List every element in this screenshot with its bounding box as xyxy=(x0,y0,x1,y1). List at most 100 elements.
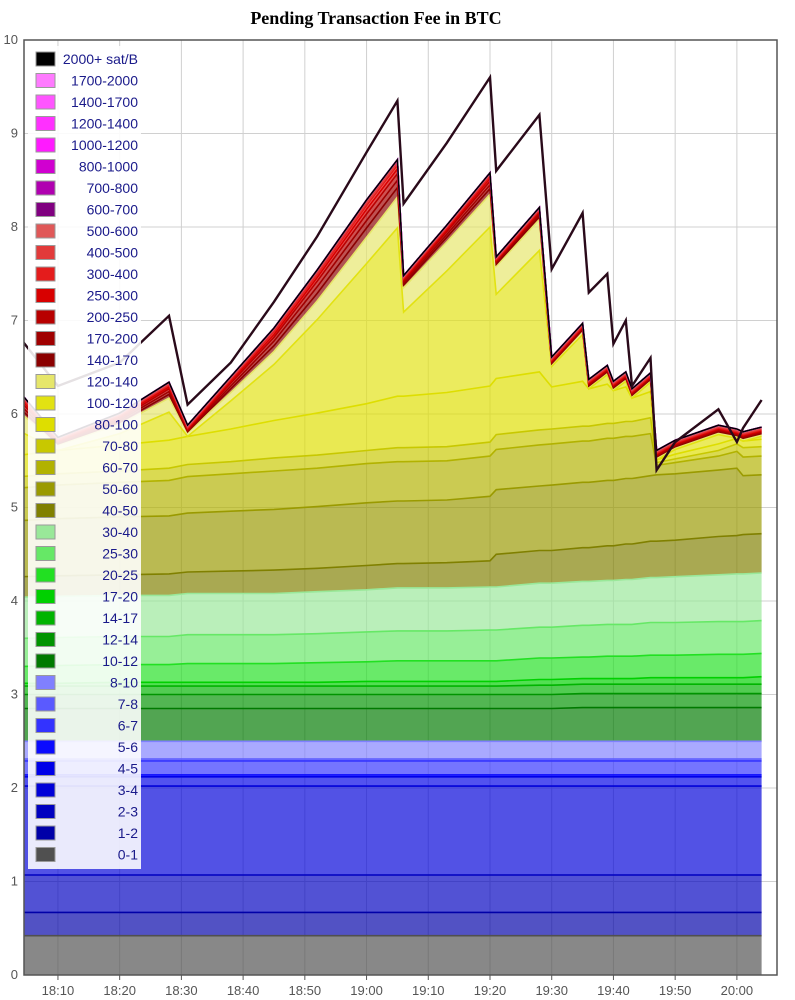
legend-swatch[interactable] xyxy=(35,847,56,862)
x-tick-label: 18:10 xyxy=(42,983,75,998)
legend-label[interactable]: 250-300 xyxy=(87,288,139,304)
legend-swatch[interactable] xyxy=(35,417,56,432)
legend-swatch[interactable] xyxy=(35,51,56,67)
legend-swatch[interactable] xyxy=(35,94,56,110)
line-25-30 xyxy=(24,619,762,640)
legend-swatch[interactable] xyxy=(35,503,56,518)
area-6-7 xyxy=(24,760,762,775)
legend-label[interactable]: 300-400 xyxy=(87,266,139,282)
y-tick-label: 4 xyxy=(11,593,18,608)
legend-swatch[interactable] xyxy=(35,675,56,690)
legend-swatch[interactable] xyxy=(35,653,56,669)
legend-label[interactable]: 25-30 xyxy=(102,546,138,562)
legend-label[interactable]: 200-250 xyxy=(87,309,139,325)
legend-label[interactable]: 12-14 xyxy=(102,632,138,648)
legend-swatch[interactable] xyxy=(35,202,56,217)
line-40-50 xyxy=(24,532,762,578)
legend-label[interactable]: 30-40 xyxy=(102,524,138,540)
legend-label[interactable]: 20-25 xyxy=(102,567,138,583)
legend-label[interactable]: 500-600 xyxy=(87,223,139,239)
legend-swatch[interactable] xyxy=(35,116,56,131)
legend-label[interactable]: 1200-1400 xyxy=(71,116,138,132)
line-17-20 xyxy=(24,675,762,685)
legend-swatch[interactable] xyxy=(35,159,56,174)
chart-title: Pending Transaction Fee in BTC xyxy=(250,8,502,28)
line-20-25 xyxy=(24,652,762,668)
legend-swatch[interactable] xyxy=(35,374,56,389)
legend-swatch[interactable] xyxy=(35,73,56,88)
legend-label[interactable]: 1400-1700 xyxy=(71,94,138,110)
legend-swatch[interactable] xyxy=(35,288,56,303)
legend-swatch[interactable] xyxy=(35,761,56,776)
legend-label[interactable]: 6-7 xyxy=(118,718,138,734)
legend-label[interactable]: 1700-2000 xyxy=(71,73,138,89)
legend-label[interactable]: 4-5 xyxy=(118,761,138,777)
legend-swatch[interactable] xyxy=(35,266,56,282)
legend-label[interactable]: 80-100 xyxy=(94,417,138,433)
legend-label[interactable]: 10-12 xyxy=(102,653,138,669)
legend-label[interactable]: 8-10 xyxy=(110,675,138,691)
legend-swatch[interactable] xyxy=(35,481,56,497)
legend-label[interactable]: 2000+ sat/B xyxy=(63,51,138,67)
legend-swatch[interactable] xyxy=(35,137,56,153)
legend-label[interactable]: 600-700 xyxy=(87,202,139,218)
legend-swatch[interactable] xyxy=(35,331,56,346)
legend-swatch[interactable] xyxy=(35,739,56,755)
legend-swatch[interactable] xyxy=(35,460,56,475)
x-tick-label: 18:30 xyxy=(165,983,198,998)
line-12-14 xyxy=(24,692,762,696)
x-tick-label: 19:40 xyxy=(597,983,630,998)
area-70-80 xyxy=(24,417,762,488)
legend-swatch[interactable] xyxy=(35,352,56,368)
legend-label[interactable]: 60-70 xyxy=(102,460,138,476)
line-2000+ sat/B xyxy=(24,157,762,452)
legend-label[interactable]: 2-3 xyxy=(118,804,138,820)
legend-swatch[interactable] xyxy=(35,782,56,798)
legend-label[interactable]: 5-6 xyxy=(118,739,138,755)
legend-label[interactable]: 1000-1200 xyxy=(71,137,138,153)
area-12-14 xyxy=(24,693,762,709)
total-line xyxy=(24,73,763,474)
legend-swatch[interactable] xyxy=(35,804,56,819)
legend-label[interactable]: 7-8 xyxy=(118,696,138,712)
legend-swatch[interactable] xyxy=(35,309,56,325)
legend-label[interactable]: 120-140 xyxy=(87,374,139,390)
legend-label[interactable]: 50-60 xyxy=(102,481,138,497)
legend-label[interactable]: 400-500 xyxy=(87,245,139,261)
legend-label[interactable]: 70-80 xyxy=(102,438,138,454)
legend-swatch[interactable] xyxy=(35,610,56,626)
legend-label[interactable]: 170-200 xyxy=(87,331,139,347)
legend-swatch[interactable] xyxy=(35,589,56,604)
legend-label[interactable]: 17-20 xyxy=(102,589,138,605)
y-tick-label: 10 xyxy=(4,32,18,47)
legend-swatch[interactable] xyxy=(35,718,56,733)
legend-swatch[interactable] xyxy=(35,524,56,540)
legend-swatch[interactable] xyxy=(35,632,56,647)
legend-label[interactable]: 700-800 xyxy=(87,180,139,196)
legend-label[interactable]: 0-1 xyxy=(118,847,138,863)
legend-swatch[interactable] xyxy=(35,567,56,583)
legend-swatch[interactable] xyxy=(35,696,56,712)
legend-label[interactable]: 800-1000 xyxy=(79,159,138,175)
legend-swatch[interactable] xyxy=(35,180,56,196)
area-100-120 xyxy=(24,227,762,460)
legend-swatch[interactable] xyxy=(35,546,56,561)
legend-label[interactable]: 40-50 xyxy=(102,503,138,519)
legend-label[interactable]: 140-170 xyxy=(87,352,139,368)
legend-label[interactable]: 100-120 xyxy=(87,395,139,411)
legend-label[interactable]: 14-17 xyxy=(102,610,138,626)
legend-swatch[interactable] xyxy=(35,395,56,411)
legend-swatch[interactable] xyxy=(35,223,56,239)
line-100-120 xyxy=(24,225,762,462)
legend[interactable]: 2000+ sat/B 1700-2000 1400-1700 1200-1400 10… xyxy=(28,46,141,869)
area-8-10 xyxy=(24,741,762,759)
y-tick-label: 6 xyxy=(11,406,18,421)
legend-label[interactable]: 1-2 xyxy=(118,825,138,841)
area-60-70 xyxy=(24,433,762,521)
legend-swatch[interactable] xyxy=(35,438,56,454)
legend-swatch[interactable] xyxy=(35,825,56,841)
legend-swatch[interactable] xyxy=(35,245,56,260)
plot-frame xyxy=(23,39,778,976)
legend-label[interactable]: 3-4 xyxy=(118,782,138,798)
